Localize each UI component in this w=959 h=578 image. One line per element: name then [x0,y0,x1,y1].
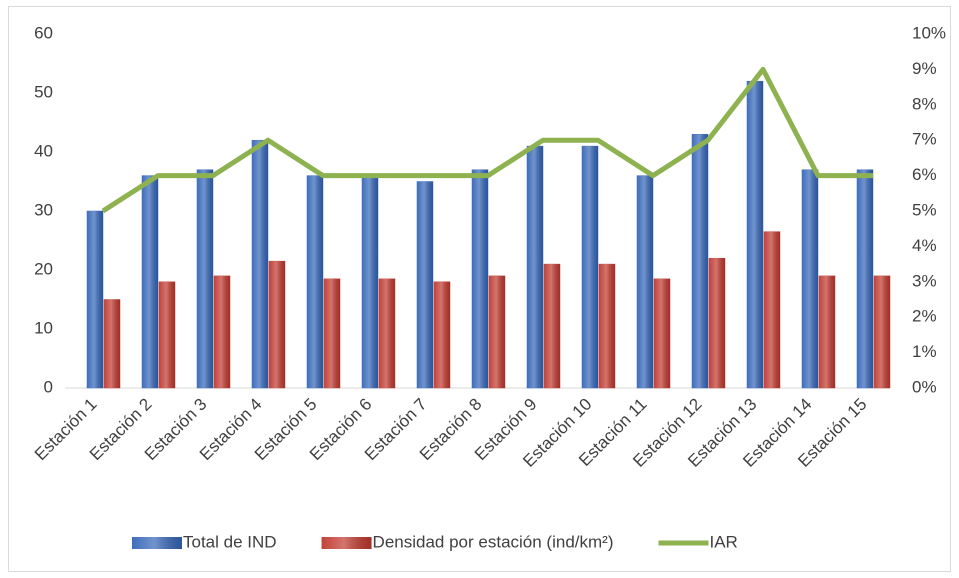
bar-shine [87,211,103,388]
y-tick-label: 30 [34,200,53,219]
y2-tick-label: 1% [912,342,937,361]
line [101,66,873,214]
bar-shine [802,169,818,388]
y-tick-label: 40 [34,141,53,160]
bar-shine [692,134,708,388]
y2-tick-label: 0% [912,377,937,396]
y2-tick-label: 2% [912,307,937,326]
y2-tick-label: 6% [912,165,937,184]
bar-shine [142,175,158,388]
bar-shine [269,261,285,388]
bar-shine [544,264,560,388]
bar-shine [654,278,670,388]
bar-shine [857,169,873,388]
legend-swatch-shine [321,537,372,549]
bar-shine [104,299,120,388]
bar-shine [214,275,230,388]
bar-shine [747,81,763,388]
legend-label: Densidad por estación (ind/km²) [373,532,614,551]
bar-shine [527,146,543,388]
y2-tick-label: 4% [912,236,937,255]
y2-tick-label: 3% [912,271,937,290]
y2-tick-label: 5% [912,200,937,219]
bar-shine [819,275,835,388]
legend-label: IAR [710,532,738,551]
bar-shine [489,275,505,388]
y2-tick-label: 9% [912,59,937,78]
bar-shine [764,231,780,388]
y-tick-label: 60 [34,23,53,42]
bar-shine [197,169,213,388]
bar-shine [159,281,175,388]
y2-tick-label: 10% [912,23,946,42]
y2-tick-label: 8% [912,94,937,113]
y-tick-label: 50 [34,82,53,101]
bar-shine [582,146,598,388]
bar-shine [324,278,340,388]
bar-shine [874,275,890,388]
bar-shine [417,181,433,388]
bar-shine [637,175,653,388]
legend-label: Total de IND [183,532,277,551]
legend-swatch-shine [132,537,182,549]
bar-shine [709,258,725,388]
bar-shine [252,140,268,388]
y-tick-label: 10 [34,318,53,337]
bar-shine [599,264,615,388]
bar-shine [472,169,488,388]
y-tick-label: 0 [44,377,53,396]
bar-shine [307,175,323,388]
bar-shine [434,281,450,388]
bar-shine [379,278,395,388]
bar-shine [362,175,378,388]
y-tick-label: 20 [34,259,53,278]
y2-tick-label: 7% [912,130,937,149]
